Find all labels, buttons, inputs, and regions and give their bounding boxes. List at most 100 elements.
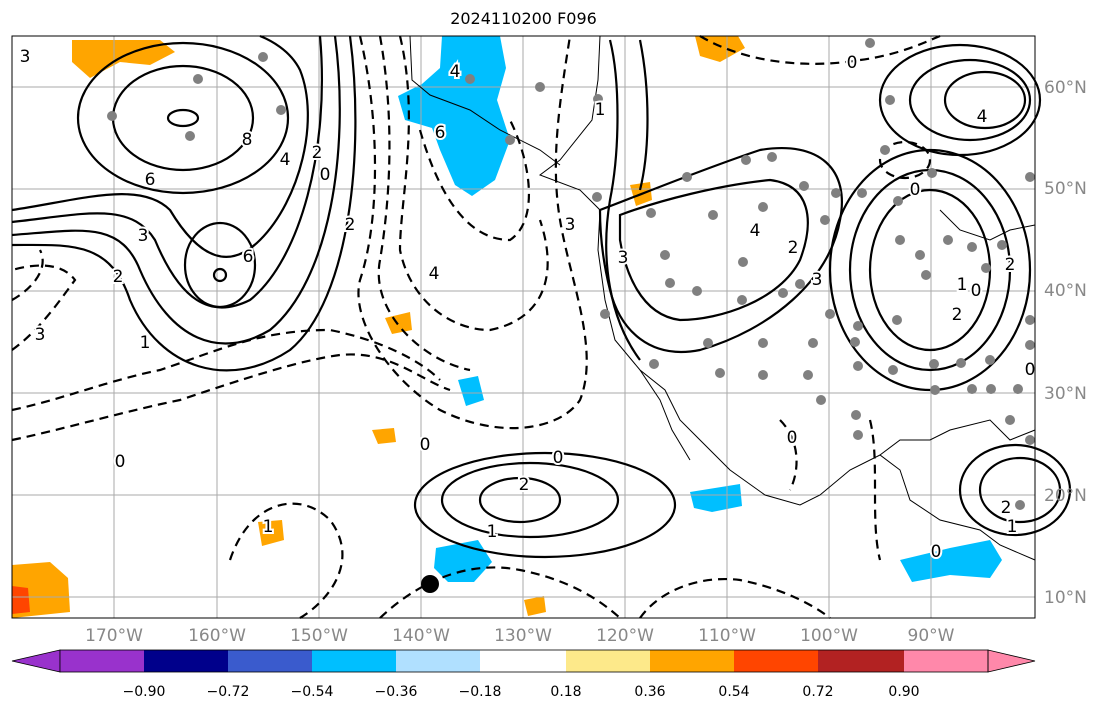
colorbar-bin bbox=[228, 650, 312, 672]
lat-label: 60°N bbox=[1044, 78, 1087, 98]
contour-label: 0 bbox=[787, 428, 798, 448]
contour-label: 0 bbox=[971, 281, 982, 301]
lat-label: 10°N bbox=[1044, 588, 1087, 608]
colorbar-bin bbox=[312, 650, 396, 672]
station-markers bbox=[107, 38, 1035, 510]
colorbar-tick: −0.36 bbox=[374, 684, 418, 700]
colorbar-tick: −0.72 bbox=[206, 684, 250, 700]
colorbar bbox=[11, 649, 1036, 673]
colorbar-bin bbox=[904, 650, 988, 672]
contour-line bbox=[943, 70, 1027, 130]
positive-anomaly bbox=[524, 596, 546, 616]
contour-label: 3 bbox=[565, 215, 576, 235]
contour-label: 4 bbox=[977, 107, 988, 127]
contour-label: 1 bbox=[1007, 517, 1018, 537]
contour-line bbox=[868, 419, 882, 561]
positive-anomaly bbox=[695, 36, 745, 62]
contour-label: 2 bbox=[1005, 255, 1016, 275]
colorbar-bin bbox=[734, 650, 818, 672]
colorbar-high-extension bbox=[987, 649, 1036, 673]
contour-line bbox=[183, 221, 257, 309]
contour-label: 1 bbox=[957, 275, 968, 295]
contour-line bbox=[605, 39, 641, 361]
contour-line bbox=[11, 35, 341, 345]
positive-anomaly bbox=[258, 520, 284, 546]
contour-label: 3 bbox=[35, 325, 46, 345]
lon-label: 90°W bbox=[907, 626, 955, 646]
contour-line bbox=[398, 35, 549, 332]
contour-label: 2 bbox=[345, 215, 356, 235]
contour-line bbox=[413, 451, 677, 559]
lon-label: 130°W bbox=[494, 626, 552, 646]
lon-label: 120°W bbox=[596, 626, 654, 646]
contour-line bbox=[639, 578, 831, 619]
contour-line bbox=[478, 476, 562, 524]
contour-line bbox=[76, 41, 290, 195]
lat-label: 30°N bbox=[1044, 384, 1087, 404]
highlight-station-marker bbox=[421, 575, 439, 593]
contour-line bbox=[440, 461, 620, 539]
contour-label: 4 bbox=[750, 221, 761, 241]
negative-anomaly bbox=[398, 36, 510, 196]
contour-label: 3 bbox=[138, 226, 149, 246]
colorbar-tick: 0.90 bbox=[888, 684, 920, 700]
contour-label: 6 bbox=[435, 123, 446, 143]
lon-label: 170°W bbox=[85, 626, 143, 646]
contour-line bbox=[908, 58, 1032, 142]
contour-line bbox=[878, 140, 932, 180]
colorbar-tick: 0.72 bbox=[802, 684, 834, 700]
map-title: 2024110200 F096 bbox=[450, 9, 597, 28]
contour-label: 3 bbox=[812, 270, 823, 290]
contour-line bbox=[228, 502, 344, 619]
contour-label: 3 bbox=[20, 47, 31, 67]
contour-label: 1 bbox=[595, 100, 606, 120]
colorbar-tick: 0.36 bbox=[634, 684, 666, 700]
contour-line bbox=[958, 443, 1072, 537]
contour-label: 2 bbox=[519, 475, 530, 495]
colorbar-tick: −0.90 bbox=[122, 684, 166, 700]
contour-line bbox=[11, 35, 357, 372]
contour-label: 2 bbox=[113, 267, 124, 287]
contour-line bbox=[618, 178, 809, 322]
contour-line bbox=[166, 108, 200, 128]
lon-label: 110°W bbox=[698, 626, 756, 646]
anomaly-fills bbox=[12, 36, 1002, 618]
contour-label: 2 bbox=[312, 143, 323, 163]
contour-label: 0 bbox=[910, 180, 921, 200]
positive-anomaly bbox=[372, 428, 396, 444]
contour-label: 6 bbox=[243, 247, 254, 267]
colorbar-bin bbox=[144, 650, 228, 672]
contour-line bbox=[779, 419, 798, 491]
contour-label: 1 bbox=[487, 522, 498, 542]
colorbar-bin bbox=[566, 650, 650, 672]
contour-line bbox=[379, 566, 621, 619]
colorbar-low-extension bbox=[11, 649, 61, 673]
negative-anomaly bbox=[690, 484, 742, 512]
positive-anomaly bbox=[72, 40, 175, 78]
lat-label: 20°N bbox=[1044, 486, 1087, 506]
contour-label: 0 bbox=[847, 53, 858, 73]
negative-contours bbox=[11, 34, 941, 619]
contour-label: 0 bbox=[420, 435, 431, 455]
contour-line bbox=[878, 43, 1042, 157]
contour-line bbox=[357, 35, 588, 430]
contour-label: 4 bbox=[429, 264, 440, 284]
contour-line bbox=[638, 39, 649, 191]
negative-anomaly bbox=[900, 540, 1002, 582]
colorbar-tick: 0.54 bbox=[718, 684, 750, 700]
lon-label: 150°W bbox=[290, 626, 348, 646]
strong-positive-anomaly bbox=[12, 586, 30, 614]
colorbar-tick: 0.18 bbox=[550, 684, 582, 700]
contour-line bbox=[11, 328, 441, 412]
contour-label: 2 bbox=[1001, 498, 1012, 518]
contour-label: 0 bbox=[320, 165, 331, 185]
colorbar-bin bbox=[480, 650, 566, 672]
lat-label: 50°N bbox=[1044, 179, 1087, 199]
positive-anomaly bbox=[385, 312, 412, 334]
contour-line bbox=[212, 267, 228, 283]
contour-line bbox=[11, 353, 451, 442]
contour-label: 3 bbox=[618, 248, 629, 268]
contour-line bbox=[978, 456, 1062, 524]
contour-labels: 0 3 2 1 8 6 4 6 2 3 0 0 2 1 6 4 3 2 1 0 … bbox=[18, 45, 1038, 564]
contour-line bbox=[11, 249, 44, 301]
